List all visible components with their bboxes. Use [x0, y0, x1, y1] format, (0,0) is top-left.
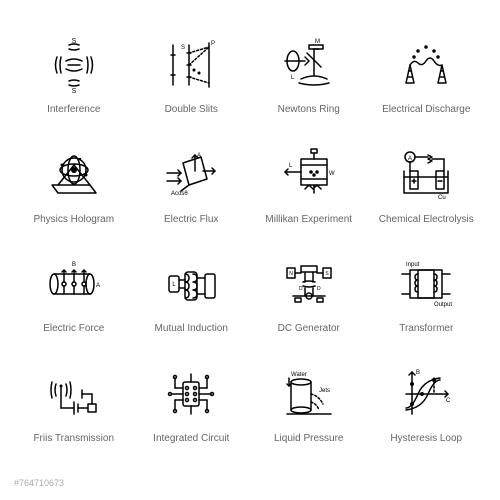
svg-text:Output: Output: [434, 302, 452, 308]
label: Hysteresis Loop: [390, 433, 462, 445]
physics-hologram-icon: [39, 140, 109, 210]
cell-hysteresis: B C Hysteresis Loop: [373, 359, 481, 451]
cell-electric-flux: A Acosθ Electric Flux: [138, 140, 246, 232]
svg-text:S: S: [181, 45, 185, 51]
svg-text:N: N: [289, 271, 293, 277]
svg-text:S: S: [325, 271, 329, 277]
liquid-pressure-icon: Water Jets: [274, 359, 344, 429]
label: Mutual Induction: [155, 323, 228, 335]
electric-force-icon: B A: [39, 249, 109, 319]
cell-double-slits: S P Double Slits: [138, 30, 246, 122]
cell-mutual-induction: L Mutual Induction: [138, 249, 246, 341]
chemical-electrolysis-icon: A Cu: [391, 140, 461, 210]
svg-text:Input: Input: [406, 262, 420, 268]
label: Electric Flux: [164, 214, 218, 226]
newtons-ring-icon: M L: [274, 30, 344, 100]
friis-transmission-icon: [39, 359, 109, 429]
label: Physics Hologram: [33, 214, 114, 226]
cell-interference: S S Interference: [20, 30, 128, 122]
integrated-circuit-icon: [156, 359, 226, 429]
label: Chemical Electrolysis: [379, 214, 474, 226]
cell-electrical-discharge: Electrical Discharge: [373, 30, 481, 122]
svg-text:B: B: [416, 370, 420, 376]
label: Electric Force: [43, 323, 104, 335]
cell-friis: Friis Transmission: [20, 359, 128, 451]
label: Electrical Discharge: [382, 104, 470, 116]
svg-text:Water: Water: [291, 372, 307, 378]
svg-text:L: L: [289, 163, 293, 169]
svg-text:Cu: Cu: [438, 195, 446, 201]
cell-ic: Integrated Circuit: [138, 359, 246, 451]
svg-text:A: A: [96, 283, 100, 289]
label: Transformer: [399, 323, 453, 335]
svg-text:D: D: [317, 286, 321, 292]
svg-text:Jets: Jets: [319, 388, 330, 394]
label: Friis Transmission: [33, 433, 114, 445]
cell-electric-force: B A Electric Force: [20, 249, 128, 341]
cell-physics-hologram: Physics Hologram: [20, 140, 128, 232]
label: Interference: [47, 104, 100, 116]
hysteresis-loop-icon: B C: [391, 359, 461, 429]
electric-flux-icon: A Acosθ: [156, 140, 226, 210]
electrical-discharge-icon: [391, 30, 461, 100]
transformer-icon: Input Output: [391, 249, 461, 319]
label: Newtons Ring: [278, 104, 340, 116]
svg-text:D: D: [299, 286, 303, 292]
svg-text:L: L: [173, 282, 177, 288]
icon-grid: S S Interference S P: [20, 30, 480, 450]
label: DC Generator: [278, 323, 340, 335]
label: Double Slits: [165, 104, 218, 116]
svg-text:W: W: [329, 171, 335, 177]
double-slits-icon: S P: [156, 30, 226, 100]
svg-text:P: P: [211, 41, 215, 47]
label: Liquid Pressure: [274, 433, 343, 445]
svg-text:C: C: [446, 398, 451, 404]
svg-text:A: A: [408, 156, 412, 162]
cell-electrolysis: A Cu Chemical Electrolysis: [373, 140, 481, 232]
millikan-experiment-icon: L W: [274, 140, 344, 210]
interference-icon: S S: [39, 30, 109, 100]
cell-liquid-pressure: Water Jets Liquid Pressure: [255, 359, 363, 451]
label: Millikan Experiment: [265, 214, 352, 226]
watermark: #764710673: [14, 478, 64, 488]
svg-text:B: B: [72, 262, 76, 268]
cell-millikan: L W Millikan Experiment: [255, 140, 363, 232]
svg-text:S: S: [71, 88, 76, 95]
svg-text:M: M: [315, 39, 320, 45]
mutual-induction-icon: L: [156, 249, 226, 319]
svg-text:Acosθ: Acosθ: [171, 191, 188, 197]
cell-dc-generator: N S D D DC Generator: [255, 249, 363, 341]
dc-generator-icon: N S D D: [274, 249, 344, 319]
svg-text:L: L: [291, 75, 295, 81]
cell-newtons-ring: M L Newtons Ring: [255, 30, 363, 122]
label: Integrated Circuit: [153, 433, 229, 445]
cell-transformer: Input Output Transformer: [373, 249, 481, 341]
